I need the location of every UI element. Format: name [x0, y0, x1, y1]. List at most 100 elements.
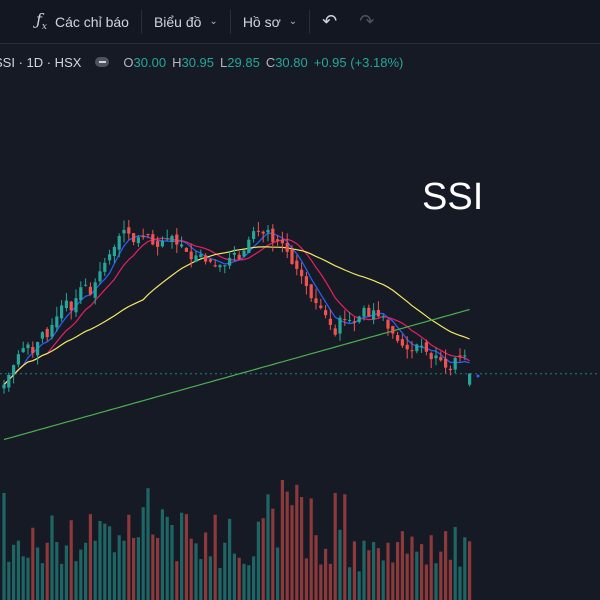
profile-menu-button[interactable]: Hồ sơ ⌄	[243, 0, 297, 44]
high-value: 30.95	[181, 54, 215, 70]
candle-body	[362, 307, 366, 317]
candle-body	[295, 260, 299, 269]
volume-bar	[69, 520, 73, 600]
candle-body	[69, 301, 73, 311]
cursor-dot	[476, 374, 480, 378]
candle-body	[160, 240, 164, 247]
volume-bar	[64, 545, 68, 600]
candle-body	[84, 284, 88, 286]
candle-body	[55, 316, 59, 328]
volume-bar	[98, 520, 102, 600]
collapse-legend-button[interactable]	[95, 57, 110, 67]
volume-bar	[352, 541, 356, 600]
indicators-label: Các chỉ báo	[55, 13, 129, 30]
top-toolbar: ƒx Các chỉ báo Biểu đồ ⌄ Hồ sơ ⌄ ↶ ↷	[0, 0, 600, 44]
candle-body	[261, 231, 265, 234]
volume-bar	[295, 484, 299, 600]
volume-bar	[213, 514, 217, 600]
volume-bar	[7, 561, 11, 600]
volume-bar	[16, 540, 20, 600]
candle-body	[328, 318, 332, 325]
candle-body	[93, 282, 97, 298]
candle-body	[300, 269, 304, 277]
chevron-down-icon: ⌄	[209, 16, 218, 27]
volume-bar	[103, 523, 107, 600]
volume-bar	[256, 521, 260, 600]
volume-bar	[381, 560, 385, 600]
candle-body	[36, 342, 40, 356]
volume-bar	[79, 549, 83, 600]
function-icon: ƒx	[36, 10, 47, 33]
candle-body	[232, 253, 236, 255]
candle-body	[410, 350, 414, 352]
candle-body	[7, 374, 11, 388]
candle-body	[74, 298, 78, 313]
candle-body	[64, 300, 68, 309]
candle-body	[333, 328, 337, 335]
minus-icon	[98, 61, 106, 63]
candle-body	[136, 237, 140, 244]
volume-bar	[415, 551, 419, 600]
volume-bar	[434, 563, 438, 600]
volume-bar	[108, 526, 112, 600]
candle-body	[122, 229, 126, 234]
candle-body	[453, 357, 457, 370]
volume-bar	[328, 563, 332, 600]
candle-body	[429, 353, 433, 360]
volume-bar	[122, 540, 126, 600]
volume-bar	[2, 492, 6, 600]
undo-button[interactable]: ↶	[322, 0, 337, 44]
volume-bar	[372, 542, 376, 600]
volume-bar	[74, 561, 78, 600]
candle-body	[132, 233, 136, 243]
volume-bar	[242, 563, 246, 600]
indicators-button[interactable]: ƒx Các chỉ báo	[36, 0, 129, 44]
candle-body	[420, 345, 424, 348]
volume-bar	[285, 491, 289, 600]
volume-bar	[50, 515, 54, 600]
candle-body	[381, 316, 385, 318]
volume-bar	[55, 542, 59, 600]
candle-body	[189, 251, 193, 260]
candle-body	[463, 355, 467, 357]
volume-bar	[204, 532, 208, 600]
symbol-label[interactable]: SSI · 1D · HSX	[0, 54, 82, 70]
candle-body	[386, 319, 390, 329]
volume-bar	[444, 531, 448, 600]
candle-body	[16, 354, 20, 365]
volume-bars	[2, 480, 472, 600]
volume-bar	[266, 494, 270, 600]
candle-body	[247, 239, 251, 253]
candle-body	[204, 255, 208, 262]
ma-mid-line	[3, 237, 470, 386]
volume-bar	[290, 505, 294, 600]
candle-body	[424, 342, 428, 352]
low-label: L	[220, 54, 228, 70]
moving-averages	[3, 232, 470, 441]
volume-bar	[112, 552, 116, 600]
redo-button[interactable]: ↷	[359, 0, 374, 44]
volume-bar	[40, 563, 44, 600]
candle-body	[304, 276, 308, 286]
candle-body	[151, 234, 155, 245]
candle-body	[357, 316, 361, 323]
volume-bar	[175, 561, 179, 600]
volume-bar	[208, 556, 212, 600]
volume-bar	[333, 492, 337, 600]
price-legend: SSI · 1D · HSX O 30.00 H 30.95 L 29.85 C…	[0, 52, 403, 72]
candle-body	[309, 284, 313, 299]
candle-body	[271, 228, 275, 243]
volume-bar	[232, 553, 236, 600]
candle-body	[98, 271, 102, 282]
volume-bar	[338, 529, 342, 600]
candle-body	[213, 265, 217, 267]
candle-body	[103, 262, 107, 272]
candle-body	[194, 255, 198, 262]
volume-bar	[348, 567, 352, 600]
candle-body	[468, 373, 472, 385]
candle-body	[199, 254, 203, 258]
candle-body	[79, 287, 83, 301]
chart-menu-button[interactable]: Biểu đồ ⌄	[154, 0, 218, 44]
volume-bar	[60, 563, 64, 600]
